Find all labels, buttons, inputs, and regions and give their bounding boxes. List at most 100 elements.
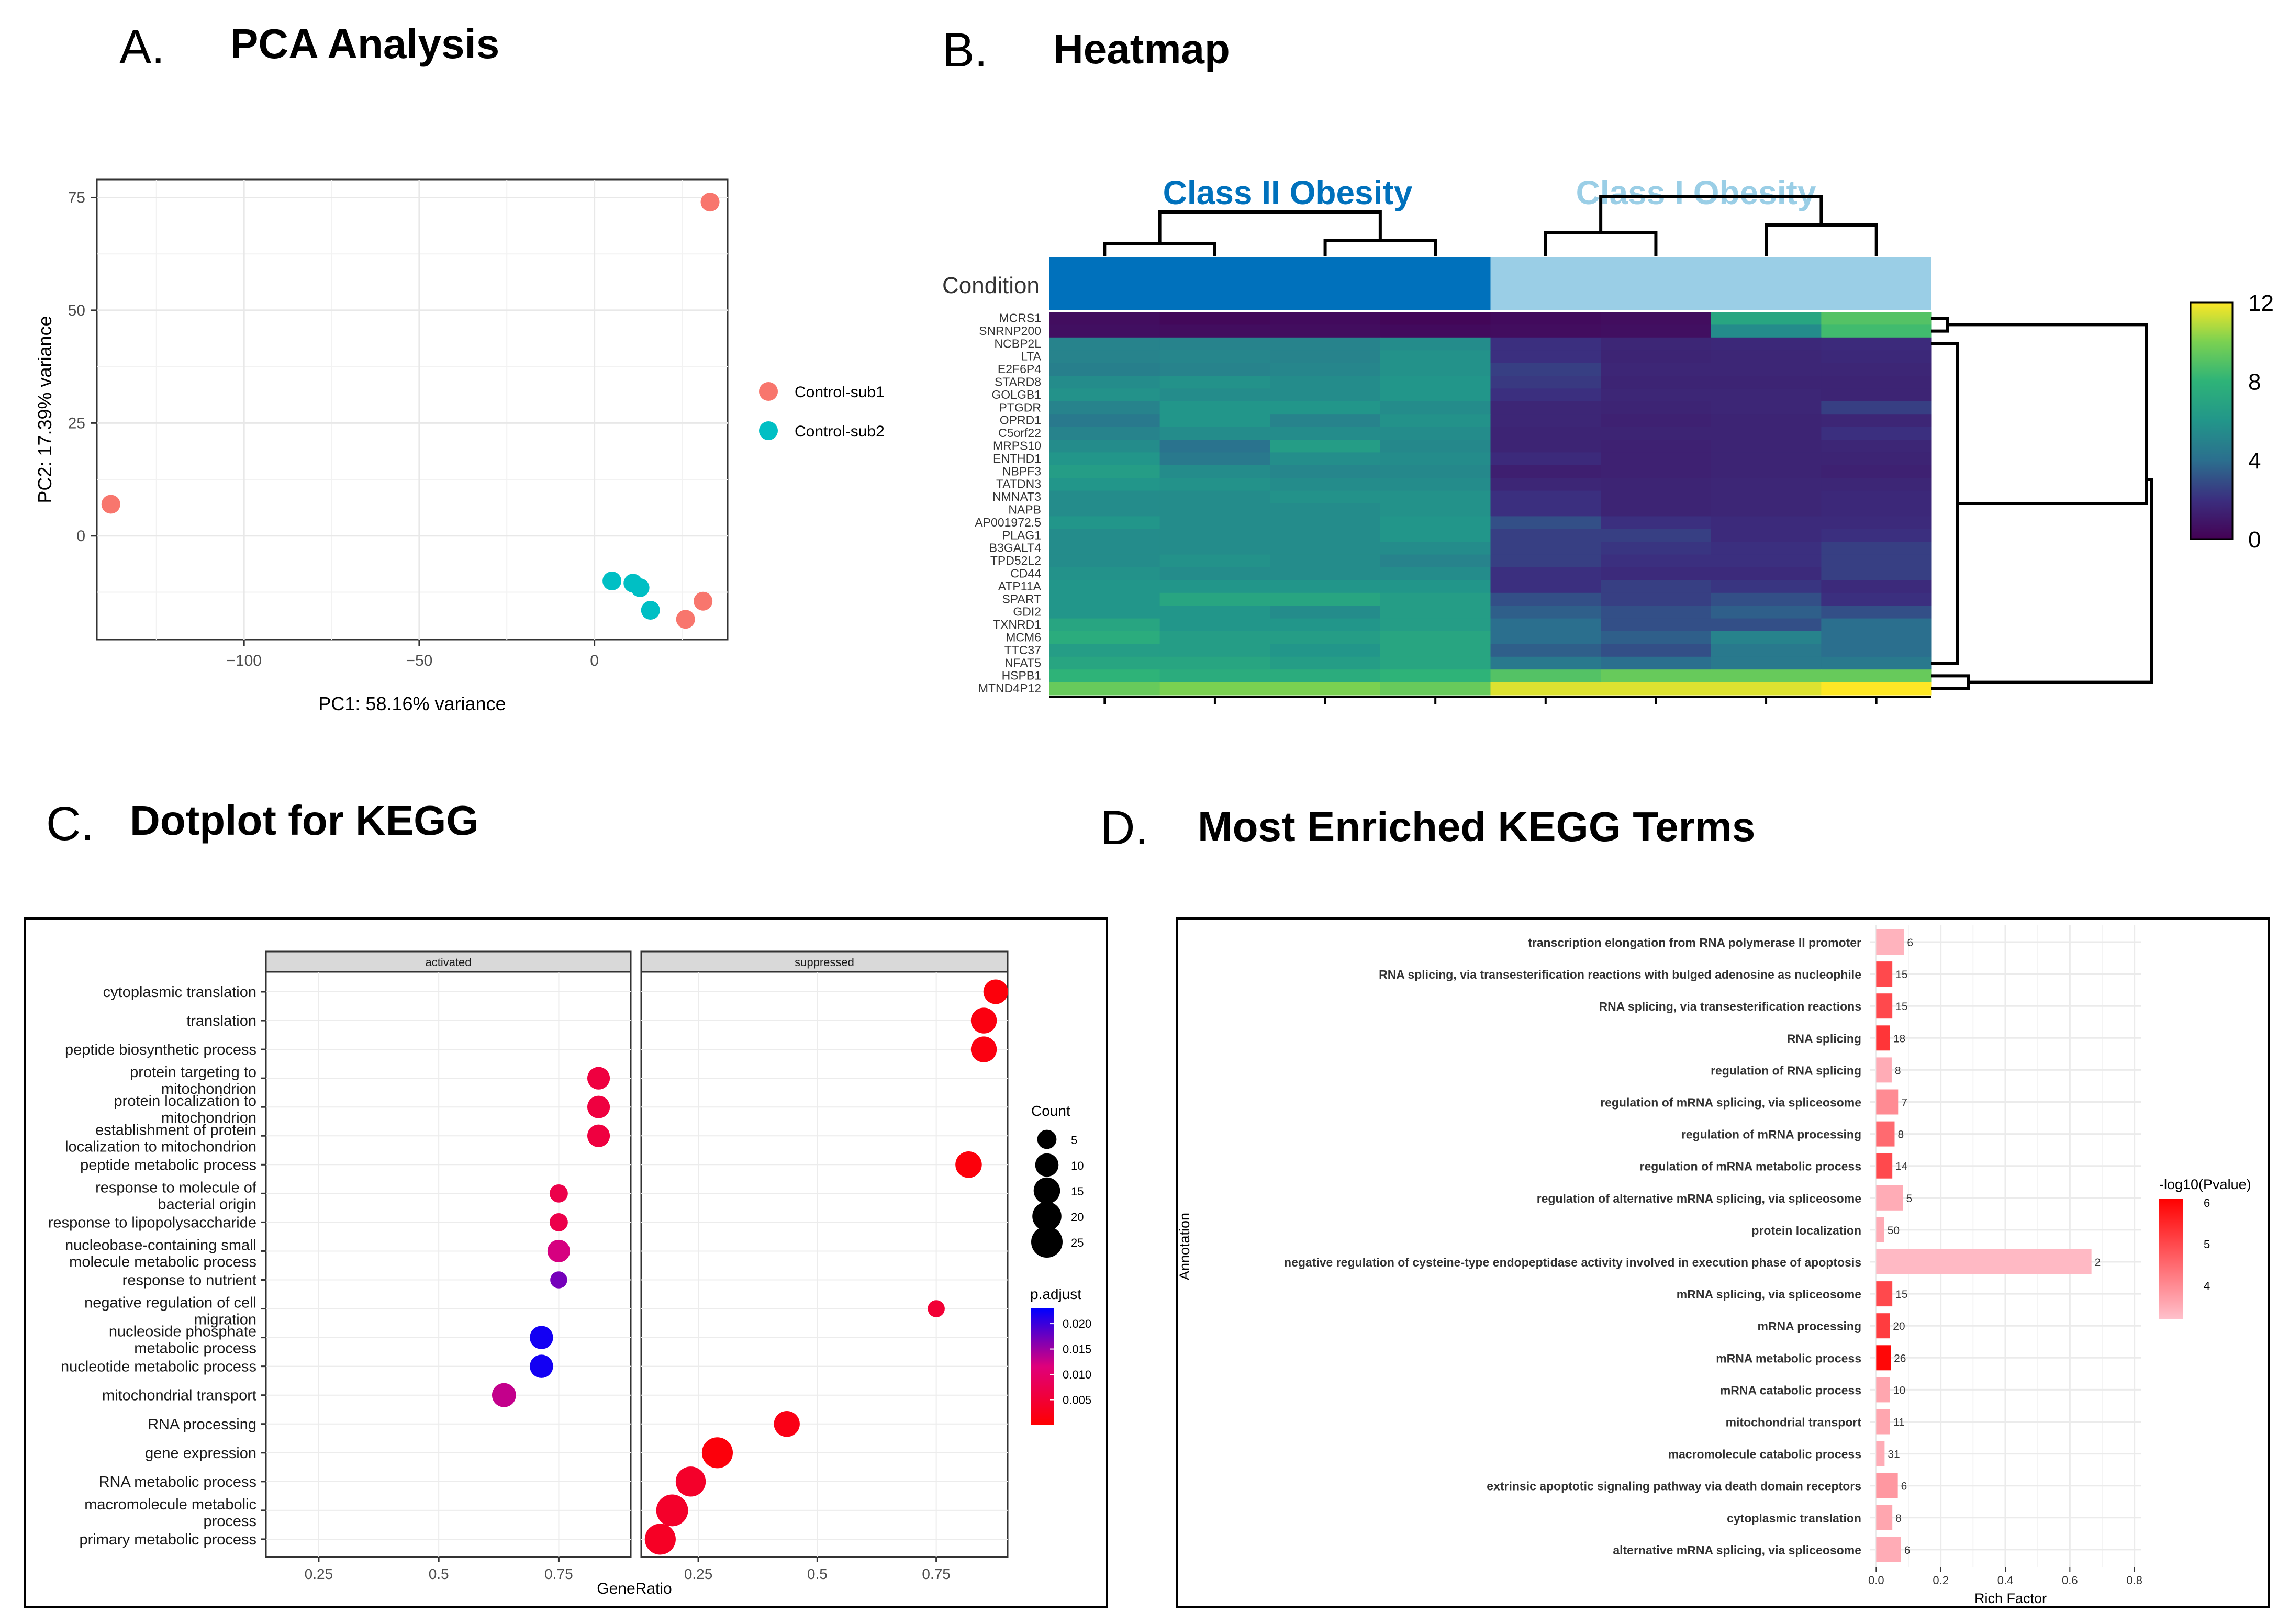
- heatmap-gene-label: SPART: [1002, 592, 1041, 606]
- heatmap-cell: [1601, 631, 1712, 644]
- heatmap-cell: [1601, 350, 1712, 364]
- heatmap-cell: [1821, 324, 1932, 338]
- dotplot-category-label: response to molecule of: [95, 1179, 257, 1196]
- heatmap-cell: [1711, 401, 1822, 415]
- heatmap-cell: [1711, 388, 1822, 402]
- kegg-bar: [1876, 1025, 1890, 1051]
- heatmap-cell: [1601, 503, 1712, 517]
- heatmap-cell: [1711, 337, 1822, 351]
- kegg-bar-count-label: 2: [2095, 1257, 2101, 1269]
- heatmap-cell: [1049, 631, 1160, 644]
- heatmap-cell: [1821, 669, 1932, 683]
- heatmap-cell: [1270, 669, 1381, 683]
- heatmap-cell: [1049, 516, 1160, 530]
- panel-d-title: Most Enriched KEGG Terms: [1198, 803, 1756, 850]
- heatmap-cell: [1159, 465, 1270, 478]
- heatmap-cell: [1711, 503, 1822, 517]
- heatmap-cell: [1159, 490, 1270, 504]
- heatmap-cell: [1711, 618, 1822, 632]
- heatmap-gene-label: OPRD1: [1000, 413, 1041, 427]
- heatmap-cell: [1821, 414, 1932, 428]
- dotplot-x-tick-label: 0.5: [429, 1566, 449, 1582]
- heatmap-cell: [1601, 452, 1712, 466]
- heatmap-cell: [1490, 465, 1601, 478]
- dotplot-category-label: mitochondrion: [161, 1110, 256, 1126]
- heatmap-cell: [1159, 401, 1270, 415]
- panel-b-title: Heatmap: [1053, 26, 1230, 72]
- kegg-bar: [1876, 1505, 1893, 1530]
- kegg-bar-category-label: mitochondrial transport: [1726, 1416, 1862, 1429]
- heatmap-cell: [1049, 669, 1160, 683]
- dotplot-category-label: protein targeting to: [130, 1064, 256, 1081]
- heatmap-cell: [1821, 401, 1932, 415]
- heatmap-cell: [1490, 529, 1601, 542]
- panel-b-letter: B.: [942, 24, 988, 77]
- heatmap-cell: [1049, 337, 1160, 351]
- heatmap-gene-label: GOLGB1: [991, 388, 1041, 401]
- kegg-bar: [1876, 1345, 1891, 1371]
- kegg-bar: [1876, 1089, 1899, 1115]
- heatmap-cell: [1490, 656, 1601, 670]
- heatmap-cell: [1380, 669, 1491, 683]
- heatmap-cell: [1380, 580, 1491, 593]
- heatmap-cell: [1049, 503, 1160, 517]
- heatmap-cell: [1159, 503, 1270, 517]
- heatmap-cell: [1380, 414, 1491, 428]
- heatmap-cell: [1159, 669, 1270, 683]
- dotplot-point: [656, 1494, 688, 1527]
- kegg-bar-count-label: 7: [1901, 1097, 1907, 1109]
- heatmap-cell: [1821, 592, 1932, 606]
- dotplot-point: [970, 1007, 997, 1034]
- heatmap-cell: [1159, 567, 1270, 580]
- heatmap-cell: [1711, 656, 1822, 670]
- heatmap-gene-label: LTA: [1021, 350, 1041, 363]
- heatmap-cell: [1490, 580, 1601, 593]
- heatmap-cell: [1049, 567, 1160, 580]
- heatmap-cell: [1380, 388, 1491, 402]
- heatmap-cell: [1490, 324, 1601, 338]
- heatmap-cell: [1159, 363, 1270, 376]
- heatmap-cell: [1601, 542, 1712, 555]
- kegg-bar-category-label: mRNA processing: [1757, 1319, 1861, 1333]
- heatmap-cell: [1601, 440, 1712, 453]
- heatmap-cell: [1490, 388, 1601, 402]
- panel-c-title: Dotplot for KEGG: [130, 797, 479, 844]
- dotplot-count-legend-key: [1035, 1153, 1059, 1177]
- dotplot-point: [701, 1437, 733, 1469]
- dotplot-count-legend-key: [1033, 1177, 1060, 1204]
- heatmap-cell: [1821, 465, 1932, 478]
- dotplot-count-legend-label: 15: [1071, 1185, 1084, 1198]
- heatmap-gene-label: TATDN3: [996, 477, 1041, 491]
- heatmap-cell: [1490, 542, 1601, 555]
- dotplot-point: [550, 1213, 568, 1231]
- heatmap-cell: [1270, 618, 1381, 632]
- dotplot-category-label: metabolic process: [134, 1340, 256, 1357]
- kegg-bar-x-tick-label: 0.8: [2126, 1574, 2142, 1587]
- pca-x-tick-label: −100: [226, 652, 262, 669]
- heatmap-cell: [1270, 682, 1381, 696]
- heatmap-cell: [1049, 682, 1160, 696]
- dotplot-point: [970, 1036, 997, 1062]
- dotplot-point: [587, 1095, 610, 1118]
- heatmap-cell: [1049, 452, 1160, 466]
- heatmap-cell: [1601, 656, 1712, 670]
- heatmap-cell: [1159, 529, 1270, 542]
- heatmap-cell: [1270, 516, 1381, 530]
- heatmap-cell: [1711, 606, 1822, 619]
- heatmap-cell: [1601, 567, 1712, 580]
- pca-plot-area: [96, 178, 729, 641]
- dotplot-category-label: response to lipopolysaccharide: [48, 1214, 256, 1231]
- heatmap-cell: [1601, 388, 1712, 402]
- heatmap-cell: [1490, 452, 1601, 466]
- kegg-bar-y-axis-label: Annotation: [1177, 1213, 1192, 1280]
- kegg-bar-x-tick-label: 0.2: [1933, 1574, 1949, 1587]
- heatmap-cell: [1601, 669, 1712, 683]
- heatmap-cell: [1049, 324, 1160, 338]
- heatmap-cell: [1270, 503, 1381, 517]
- dotplot-category-label: response to nutrient: [122, 1272, 256, 1289]
- dotplot-category-label: primary metabolic process: [80, 1531, 256, 1548]
- heatmap-cell: [1490, 376, 1601, 389]
- heatmap-cell: [1601, 554, 1712, 568]
- heatmap-cell: [1049, 478, 1160, 491]
